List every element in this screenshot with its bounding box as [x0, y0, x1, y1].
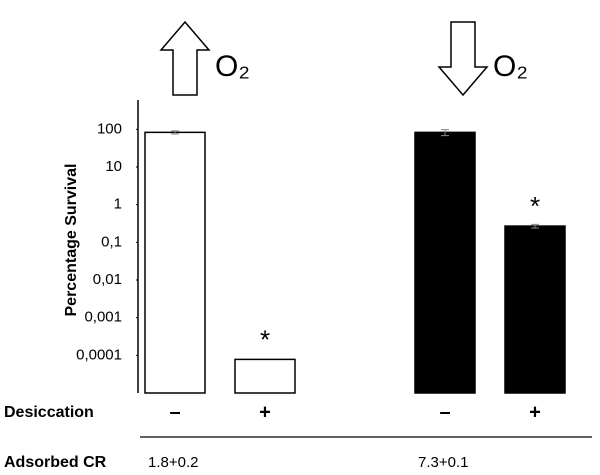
- error-bar: [531, 223, 539, 229]
- significance: *: [260, 324, 270, 354]
- y-tick-label: 10: [105, 158, 122, 175]
- bar: [504, 225, 566, 394]
- arrow: [437, 21, 489, 97]
- y-tick-label: 0,0001: [76, 346, 122, 363]
- y-tick-label: 0,001: [84, 309, 122, 326]
- bar: [144, 131, 206, 394]
- x-tick-label: –: [439, 401, 450, 423]
- y-tick-label: 0,01: [93, 271, 122, 288]
- y-axis-label: Percentage Survival: [63, 164, 80, 317]
- category-title: Desiccation: [4, 404, 94, 421]
- x-tick-label: +: [529, 401, 541, 423]
- group-label: O₂: [493, 50, 528, 83]
- y-tick-label: 1: [114, 196, 122, 213]
- bar: [234, 358, 296, 394]
- bar: [414, 131, 476, 394]
- significance: *: [530, 191, 540, 221]
- arrow: [159, 20, 211, 96]
- row-title: Adsorbed CR: [4, 454, 107, 471]
- x-tick-label: –: [169, 401, 180, 423]
- row-value: 7.3+0.1: [418, 454, 468, 471]
- x-tick-label: +: [259, 401, 271, 423]
- row-value: 1.8+0.2: [148, 454, 198, 471]
- group-label: O₂: [215, 50, 250, 83]
- error-bar: [171, 130, 179, 135]
- error-bar: [441, 129, 449, 137]
- y-tick-label: 0,1: [101, 233, 122, 250]
- y-tick-label: 100: [97, 120, 122, 137]
